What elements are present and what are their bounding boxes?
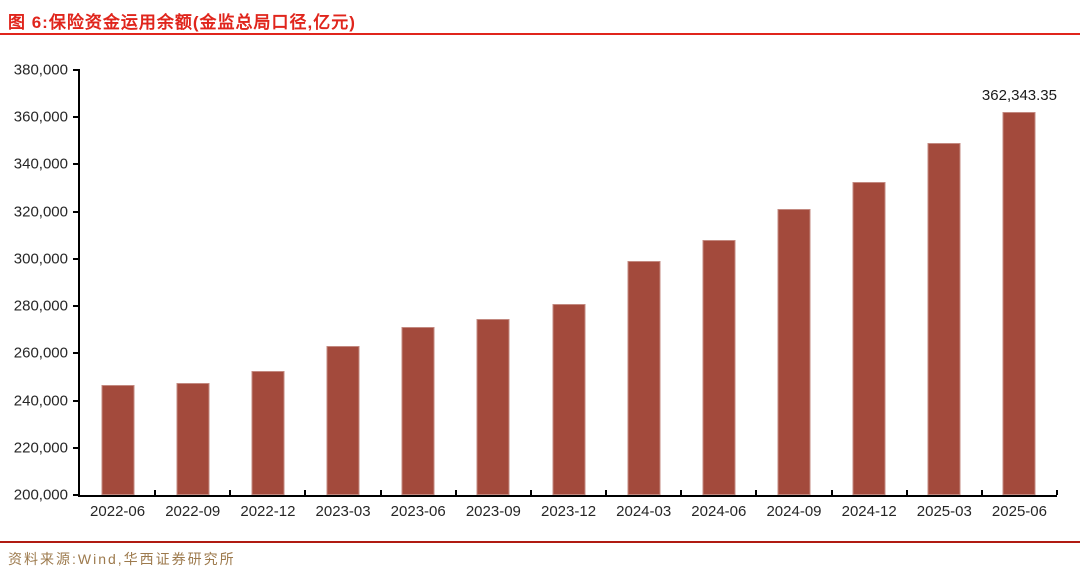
x-axis-tick-label: 2024-09 <box>766 503 822 520</box>
bar-2022-06 <box>101 385 135 495</box>
y-axis-tick-label: 300,000 <box>13 250 68 268</box>
bar-slot: 2024-12 <box>832 70 908 519</box>
footer-divider <box>0 541 1080 543</box>
bar-slot: 2025-03 <box>907 70 984 519</box>
figure-title: 图 6:保险资金运用余额(金监总局口径,亿元) <box>8 13 356 32</box>
bar-2022-12 <box>251 371 285 495</box>
plot-area: 2022-06 2022-09 2022-12 2023-03 2023-06 2023-… <box>80 70 1059 519</box>
bar-slot: 2024-06 <box>681 70 758 519</box>
bar-2024-03 <box>627 261 661 495</box>
y-axis-tick-label: 260,000 <box>13 344 68 362</box>
x-axis-tick-label: 2022-09 <box>165 503 221 520</box>
bar-2023-06 <box>401 327 435 495</box>
bar-slot: 2022-09 <box>155 70 232 519</box>
y-axis-tick-mark <box>73 352 80 355</box>
x-axis-tick-label: 2023-03 <box>315 503 371 520</box>
x-axis-tick-label: 2024-06 <box>691 503 747 520</box>
y-axis-tick-label: 340,000 <box>13 155 68 173</box>
bar-2023-09 <box>476 319 510 495</box>
source-note: 资料来源:Wind,华西证券研究所 <box>8 551 236 567</box>
y-axis-tick-label: 380,000 <box>13 61 68 79</box>
bar-2025-06 <box>1002 111 1036 495</box>
y-axis-tick-mark <box>73 257 80 260</box>
bar-slot: 2024-03 <box>606 70 683 519</box>
bar-2024-09 <box>777 209 811 495</box>
bar-slot: 2023-12 <box>531 70 608 519</box>
y-axis-tick-mark <box>73 305 80 308</box>
x-axis-tick-label: 2022-06 <box>90 503 146 520</box>
x-axis-tick-label: 2023-12 <box>540 503 597 520</box>
x-axis-tick-label: 2022-12 <box>240 503 296 520</box>
y-axis-tick-label: 320,000 <box>13 203 68 221</box>
y-axis-tick-mark <box>73 494 80 496</box>
bar-slot: 2023-09 <box>456 70 533 519</box>
x-axis-tick-label: 2024-03 <box>616 503 672 520</box>
y-axis-tick-mark <box>73 399 80 402</box>
x-axis-tick-label: 2025-03 <box>916 503 972 520</box>
bar-slot: 2022-06 <box>80 70 157 519</box>
bar-slot: 2023-06 <box>381 70 457 519</box>
y-axis-tick-mark <box>73 446 80 449</box>
y-axis-tick-label: 220,000 <box>13 439 68 457</box>
y-axis-tick-label: 280,000 <box>13 297 68 315</box>
bar-2023-03 <box>326 346 360 495</box>
bar-slot: 2025-06 362,343.35 <box>981 70 1059 519</box>
y-axis-tick-label: 200,000 <box>13 486 68 504</box>
y-axis-tick-mark <box>73 69 80 71</box>
y-axis-tick-label: 360,000 <box>13 108 68 126</box>
title-underline <box>0 33 1080 35</box>
bar-2022-09 <box>176 382 210 495</box>
x-axis-tick-label: 2025-06 <box>991 503 1047 520</box>
y-axis-tick-label: 240,000 <box>13 392 68 410</box>
bar-slot: 2022-12 <box>230 70 307 519</box>
bar-slot: 2023-03 <box>305 70 382 519</box>
y-axis-tick-mark <box>73 116 80 119</box>
bar-2023-12 <box>552 303 586 495</box>
bar-2024-06 <box>702 240 736 495</box>
bar-2025-03 <box>927 143 961 495</box>
bar-2024-12 <box>852 182 886 495</box>
x-axis-tick-label: 2023-06 <box>390 503 446 520</box>
data-label: 362,343.35 <box>981 86 1057 104</box>
bar-chart: 200,000 220,000 240,000 260,000 280,000 300,0… <box>14 63 1059 519</box>
bar-slot: 2024-09 <box>756 70 833 519</box>
x-axis-tick-label: 2023-09 <box>465 503 521 520</box>
x-axis-tick-label: 2024-12 <box>841 503 897 520</box>
y-axis-tick-mark <box>73 210 80 213</box>
y-axis-tick-mark <box>73 163 80 166</box>
